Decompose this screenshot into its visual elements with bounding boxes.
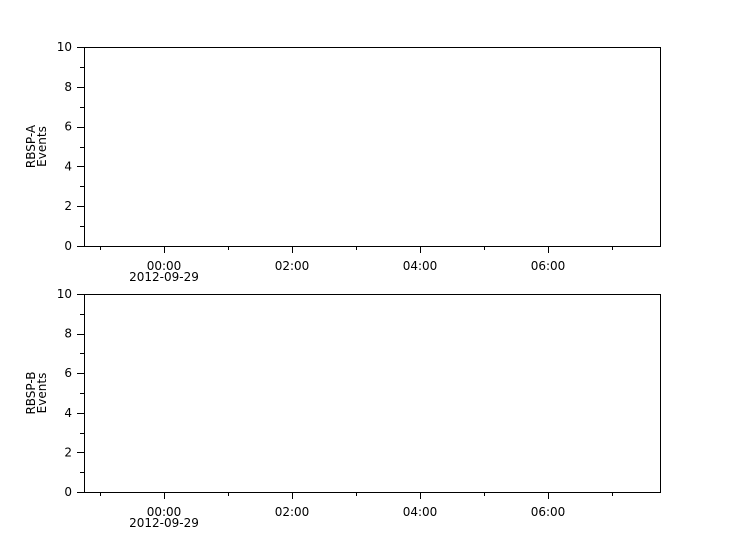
plot-panel-2: 0 2 4 6 8 10 00:00 02:00 04:00 06:00 2012-09-29 RBS… bbox=[24, 287, 661, 530]
y-axis-label: RBSP-A bbox=[24, 124, 38, 168]
plot-panel-1: 0 2 4 6 8 10 00:00 02:00 04:00 06:00 2012-09-29 RBS… bbox=[24, 40, 661, 284]
y-tick-label: 8 bbox=[64, 80, 72, 94]
x-tick-label: 00:00 bbox=[147, 505, 182, 519]
x-tick-label: 02:00 bbox=[275, 259, 310, 273]
y-tick-label: 2 bbox=[64, 199, 72, 213]
y-tick-label: 0 bbox=[64, 239, 72, 253]
y-tick-label: 10 bbox=[57, 287, 72, 301]
x-tick-label: 04:00 bbox=[403, 259, 438, 273]
x-tick-label: 04:00 bbox=[403, 505, 438, 519]
y-tick-label: 0 bbox=[64, 485, 72, 499]
x-date-label: 2012-09-29 bbox=[129, 516, 199, 530]
y-axis-label: Events bbox=[35, 126, 49, 167]
x-tick-label: 06:00 bbox=[531, 259, 566, 273]
y-axis-label: Events bbox=[35, 373, 49, 414]
y-tick-label: 4 bbox=[64, 406, 72, 420]
x-tick-label: 06:00 bbox=[531, 505, 566, 519]
x-tick-label: 00:00 bbox=[147, 259, 182, 273]
y-tick-label: 2 bbox=[64, 445, 72, 459]
y-axis-label: RBSP-B bbox=[24, 371, 38, 414]
x-date-label: 2012-09-29 bbox=[129, 270, 199, 284]
plot-frame bbox=[84, 294, 661, 493]
plot-frame bbox=[84, 47, 661, 247]
y-tick-label: 10 bbox=[57, 40, 72, 54]
y-tick-label: 4 bbox=[64, 159, 72, 173]
x-tick-label: 02:00 bbox=[275, 505, 310, 519]
y-tick-label: 6 bbox=[64, 366, 72, 380]
y-tick-label: 8 bbox=[64, 327, 72, 341]
y-tick-label: 6 bbox=[64, 120, 72, 134]
